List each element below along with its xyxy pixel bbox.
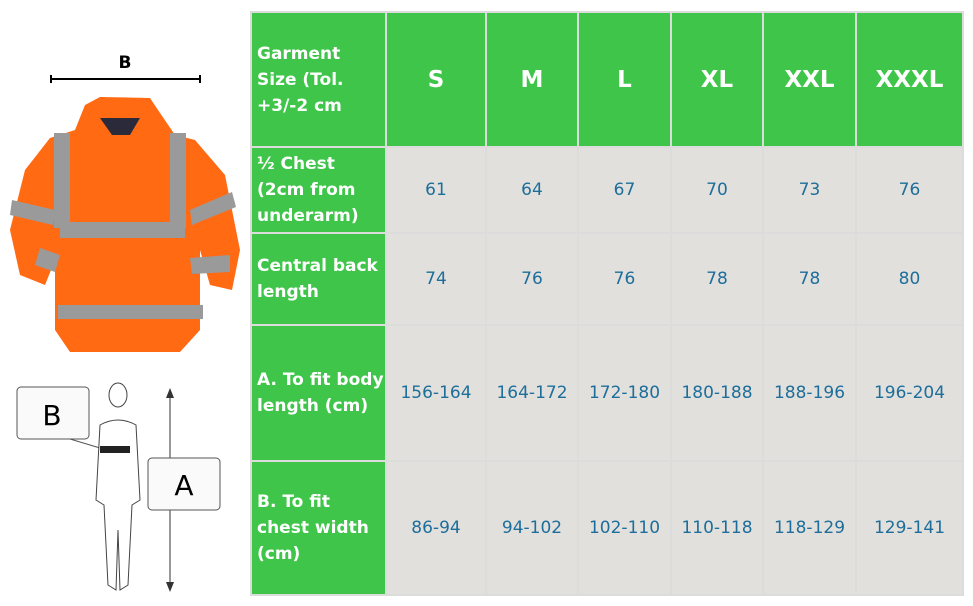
header-row: Garment Size (Tol. +3/-2 cm S M L XL XXL…	[250, 11, 964, 148]
table-cell: 94-102	[485, 460, 579, 596]
corner-header: Garment Size (Tol. +3/-2 cm	[250, 11, 387, 148]
table-row: ½ Chest (2cm from underarm) 61 64 67 70 …	[250, 146, 964, 234]
size-header: XL	[670, 11, 764, 148]
jacket-width-label: B	[119, 53, 132, 73]
table-cell: 156-164	[385, 324, 487, 462]
width-measure-line	[50, 75, 201, 83]
hi-vis-jacket-image	[10, 97, 240, 352]
table-cell: 80	[855, 232, 964, 326]
size-chart-table: Garment Size (Tol. +3/-2 cm S M L XL XXL…	[250, 11, 964, 596]
table-cell: 129-141	[855, 460, 964, 596]
body-figure-diagram: B A	[16, 382, 221, 592]
table-cell: 61	[385, 146, 487, 234]
table-cell: 188-196	[762, 324, 857, 462]
table-row: A. To fit body length (cm) 156-164 164-1…	[250, 324, 964, 462]
row-label: A. To fit body length (cm)	[250, 324, 387, 462]
table-cell: 86-94	[385, 460, 487, 596]
table-cell: 164-172	[485, 324, 579, 462]
table-cell: 196-204	[855, 324, 964, 462]
table-row: B. To fit chest width (cm) 86-94 94-102 …	[250, 460, 964, 596]
table-cell: 76	[855, 146, 964, 234]
table-cell: 78	[670, 232, 764, 326]
size-header: L	[577, 11, 672, 148]
table-cell: 64	[485, 146, 579, 234]
row-label: Central back length	[250, 232, 387, 326]
size-header: XXXL	[855, 11, 964, 148]
table-cell: 70	[670, 146, 764, 234]
jacket-measure-diagram: B B A	[10, 53, 240, 592]
figure-label-a: A	[174, 469, 193, 502]
table-cell: 76	[485, 232, 579, 326]
table-cell: 76	[577, 232, 672, 326]
table-cell: 118-129	[762, 460, 857, 596]
table-cell: 78	[762, 232, 857, 326]
table-cell: 67	[577, 146, 672, 234]
table-cell: 110-118	[670, 460, 764, 596]
size-header: M	[485, 11, 579, 148]
figure-label-b: B	[42, 399, 61, 432]
table-row: Central back length 74 76 76 78 78 80	[250, 232, 964, 326]
table-cell: 74	[385, 232, 487, 326]
garment-illustration: B B A	[0, 0, 250, 602]
size-header: XXL	[762, 11, 857, 148]
table-cell: 180-188	[670, 324, 764, 462]
row-label: B. To fit chest width (cm)	[250, 460, 387, 596]
table-cell: 73	[762, 146, 857, 234]
table-cell: 172-180	[577, 324, 672, 462]
row-label: ½ Chest (2cm from underarm)	[250, 146, 387, 234]
table-cell: 102-110	[577, 460, 672, 596]
size-header: S	[385, 11, 487, 148]
